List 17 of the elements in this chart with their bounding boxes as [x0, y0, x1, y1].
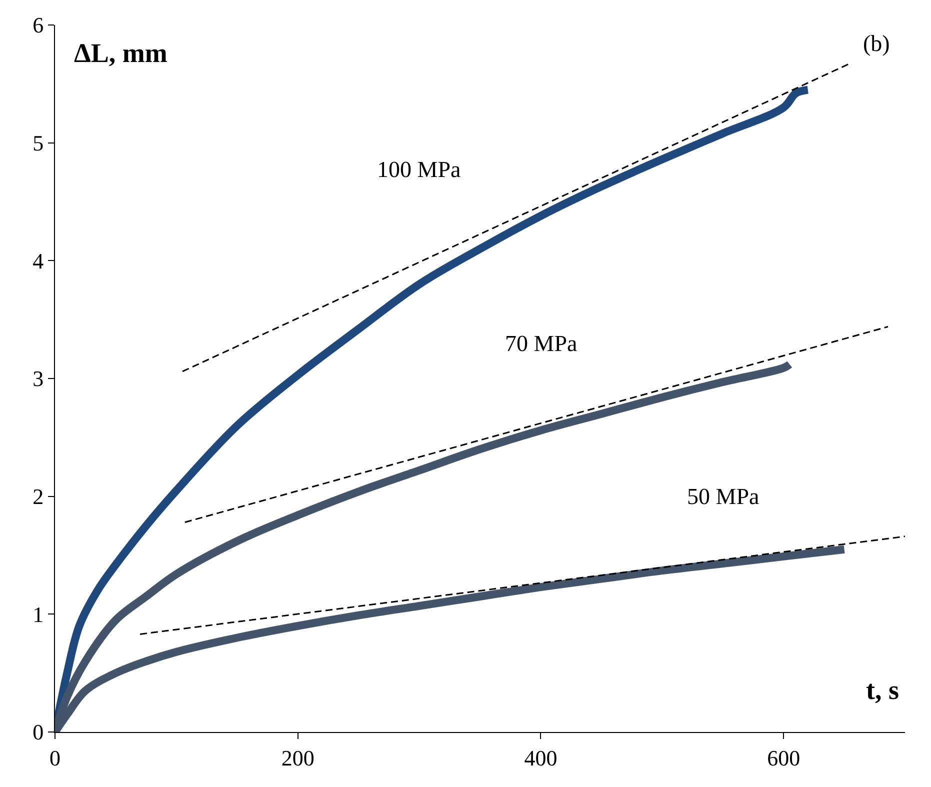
y-axis-title: ΔL, mm [74, 38, 168, 68]
text: 50 MPa [687, 484, 760, 509]
text: 100 MPa [377, 157, 461, 182]
y-tick-label: 1 [32, 602, 44, 627]
y-tick-label: 2 [32, 484, 44, 510]
y-tick-label: 6 [32, 12, 44, 38]
x-tick-label: 400 [524, 745, 558, 770]
annotation: (b) [863, 31, 890, 56]
y-tick-label: 3 [32, 366, 44, 392]
text: 70 MPa [505, 331, 578, 356]
x-tick-label: 600 [767, 745, 800, 770]
x-axis-title: t, s [866, 675, 899, 705]
x-tick-label: 200 [281, 745, 314, 770]
y-tick-label: 0 [32, 720, 44, 745]
y-tick-label: 4 [32, 248, 44, 274]
x-tick-label: 0 [50, 745, 60, 770]
y-tick-label: 5 [32, 130, 44, 156]
